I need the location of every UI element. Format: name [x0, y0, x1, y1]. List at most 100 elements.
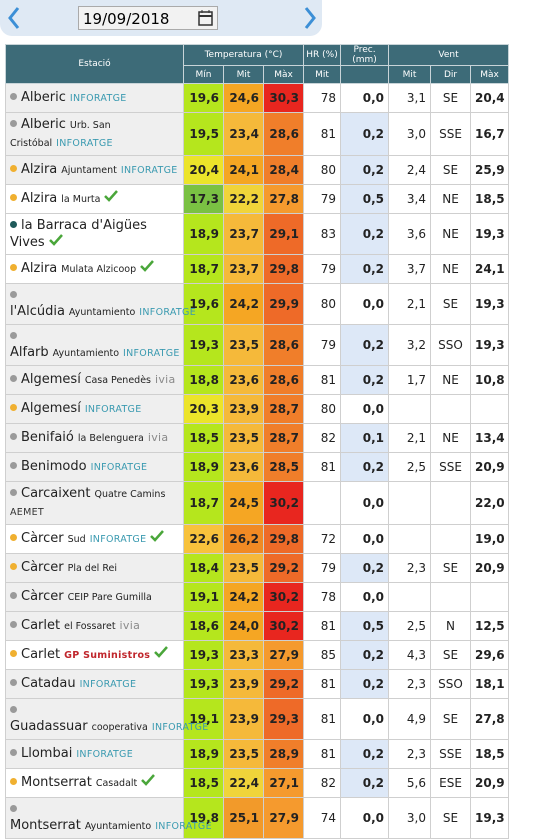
- cell: 22,4: [223, 768, 264, 798]
- station-place: Pla del Rei: [67, 563, 117, 574]
- cell: 23,5: [223, 423, 264, 453]
- cell: 20,9: [470, 768, 510, 798]
- cell: 18,5: [183, 768, 224, 798]
- row: Càrcer Sud INFORATGE 22,6 26,2 29,8 72 0,0 19,0: [5, 524, 510, 554]
- cell: 82: [303, 423, 342, 453]
- station-place: Urb. San Cristóbal: [10, 120, 111, 149]
- station: Benimodo INFORATGE: [5, 452, 184, 482]
- cell: SSE: [430, 112, 472, 156]
- station: Algemesí INFORATGE: [5, 394, 184, 424]
- cell: 18,5: [183, 423, 224, 453]
- cell: 23,7: [223, 254, 264, 284]
- cell: 27,1: [262, 768, 305, 798]
- cell: 27,8: [262, 184, 305, 214]
- station: Guadassuar cooperativa INFORATGE: [5, 698, 208, 740]
- cell: 27,9: [262, 640, 305, 670]
- station-place: Ajuntament: [61, 165, 117, 176]
- cell: 13,4: [470, 423, 510, 453]
- cell: 19,3: [470, 797, 510, 839]
- cell: 78: [303, 83, 342, 113]
- cell: 20,9: [470, 452, 510, 482]
- calendar-icon[interactable]: [198, 9, 214, 27]
- check: [150, 530, 165, 542]
- weather-table: Estació Temperatura (°C) HR (%) Prec. (m…: [5, 44, 510, 839]
- row: Carlet el Fossaret ivia 18,6 24,0 30,2 81 0,5 2,…: [5, 611, 510, 641]
- status-dot: [10, 120, 17, 127]
- header: Vent: [388, 44, 510, 66]
- date-input[interactable]: 19/09/2018: [78, 6, 218, 30]
- subheader: Mit: [223, 65, 264, 84]
- cell: 28,7: [262, 394, 305, 424]
- station-place: la Belenguera: [77, 433, 144, 444]
- source: GP Suministros: [64, 650, 151, 661]
- row: Alberic Urb. San Cristóbal INFORATGE 19,5 23…: [5, 112, 510, 156]
- station: l'Alcúdia Ayuntamiento INFORATGE: [5, 283, 196, 325]
- cell: 29,3: [262, 698, 305, 740]
- cell: 2,3: [388, 553, 432, 583]
- source: INFORATGE: [84, 404, 142, 415]
- station-name: Alzira: [21, 162, 58, 177]
- station-place: Sud: [67, 534, 86, 545]
- next-day[interactable]: [302, 6, 318, 30]
- source: AEMET: [10, 507, 45, 518]
- cell: 24,2: [223, 283, 264, 325]
- station-place: Casa Penedès: [84, 375, 151, 386]
- cell: 82: [303, 768, 342, 798]
- row: Benifaió la Belenguera ivia 18,5 23,5 28,7 82 0…: [5, 423, 510, 453]
- status-dot: [10, 706, 17, 713]
- status-dot: [10, 375, 17, 382]
- cell: 0,0: [340, 394, 390, 424]
- row: Alzira Ajuntament INFORATGE 20,4 24,1 28,4 80 0…: [5, 155, 510, 185]
- cell: SE: [430, 155, 472, 185]
- cell: 74: [303, 797, 342, 839]
- cell: [388, 524, 432, 554]
- cell: 19,5: [183, 112, 224, 156]
- cell: 0,0: [340, 481, 390, 525]
- cell: 81: [303, 365, 342, 395]
- prev-day[interactable]: [6, 6, 22, 30]
- cell: 29,8: [262, 524, 305, 554]
- status-dot: [10, 93, 17, 100]
- date-bar: 19/09/2018: [0, 0, 322, 36]
- page: 19/09/2018 Estació Temperatura (°C) HR (…: [0, 0, 510, 839]
- station-name: Carlet: [21, 618, 61, 633]
- cell: 1,7: [388, 365, 432, 395]
- status-dot: [10, 679, 17, 686]
- cell: 0,2: [340, 213, 390, 255]
- cell: 0,2: [340, 324, 390, 366]
- cell: 0,0: [340, 524, 390, 554]
- station-name: Carcaixent: [21, 486, 91, 501]
- cell: [470, 582, 510, 612]
- cell: NE: [430, 423, 472, 453]
- cell: 0,5: [340, 184, 390, 214]
- cell: 28,7: [262, 423, 305, 453]
- status-dot: [10, 332, 17, 339]
- source: INFORATGE: [89, 534, 147, 545]
- station: Benifaió la Belenguera ivia: [5, 423, 184, 453]
- cell: 18,1: [470, 669, 510, 699]
- subheader: Mit: [303, 65, 342, 84]
- cell: 0,2: [340, 640, 390, 670]
- status-dot: [10, 534, 17, 541]
- cell: 0,0: [340, 83, 390, 113]
- station: Carlet el Fossaret ivia: [5, 611, 184, 641]
- station: Alzira Mulata Alzicoop: [5, 254, 184, 284]
- station: Alberic Urb. San Cristóbal INFORATGE: [5, 112, 184, 156]
- cell: 30,2: [262, 582, 305, 612]
- station-name: Montserrat: [21, 775, 92, 790]
- station-place: CEIP Pare Gumilla: [67, 592, 152, 603]
- cell: ESE: [430, 768, 472, 798]
- source: INFORATGE: [56, 138, 113, 149]
- row: Càrcer Pla del Rei 18,4 23,5 29,2 79 0,2 2,3 SE 2…: [5, 553, 510, 583]
- cell: 2,5: [388, 452, 432, 482]
- cell: 3,2: [388, 324, 432, 366]
- source: ivia: [154, 373, 176, 386]
- cell: 19,3: [183, 640, 224, 670]
- cell: 24,2: [223, 582, 264, 612]
- cell: 28,6: [262, 112, 305, 156]
- cell: 78: [303, 582, 342, 612]
- cell: 18,7: [183, 481, 224, 525]
- subheader: [340, 65, 390, 84]
- station-name: Alberic: [21, 90, 66, 105]
- cell: 72: [303, 524, 342, 554]
